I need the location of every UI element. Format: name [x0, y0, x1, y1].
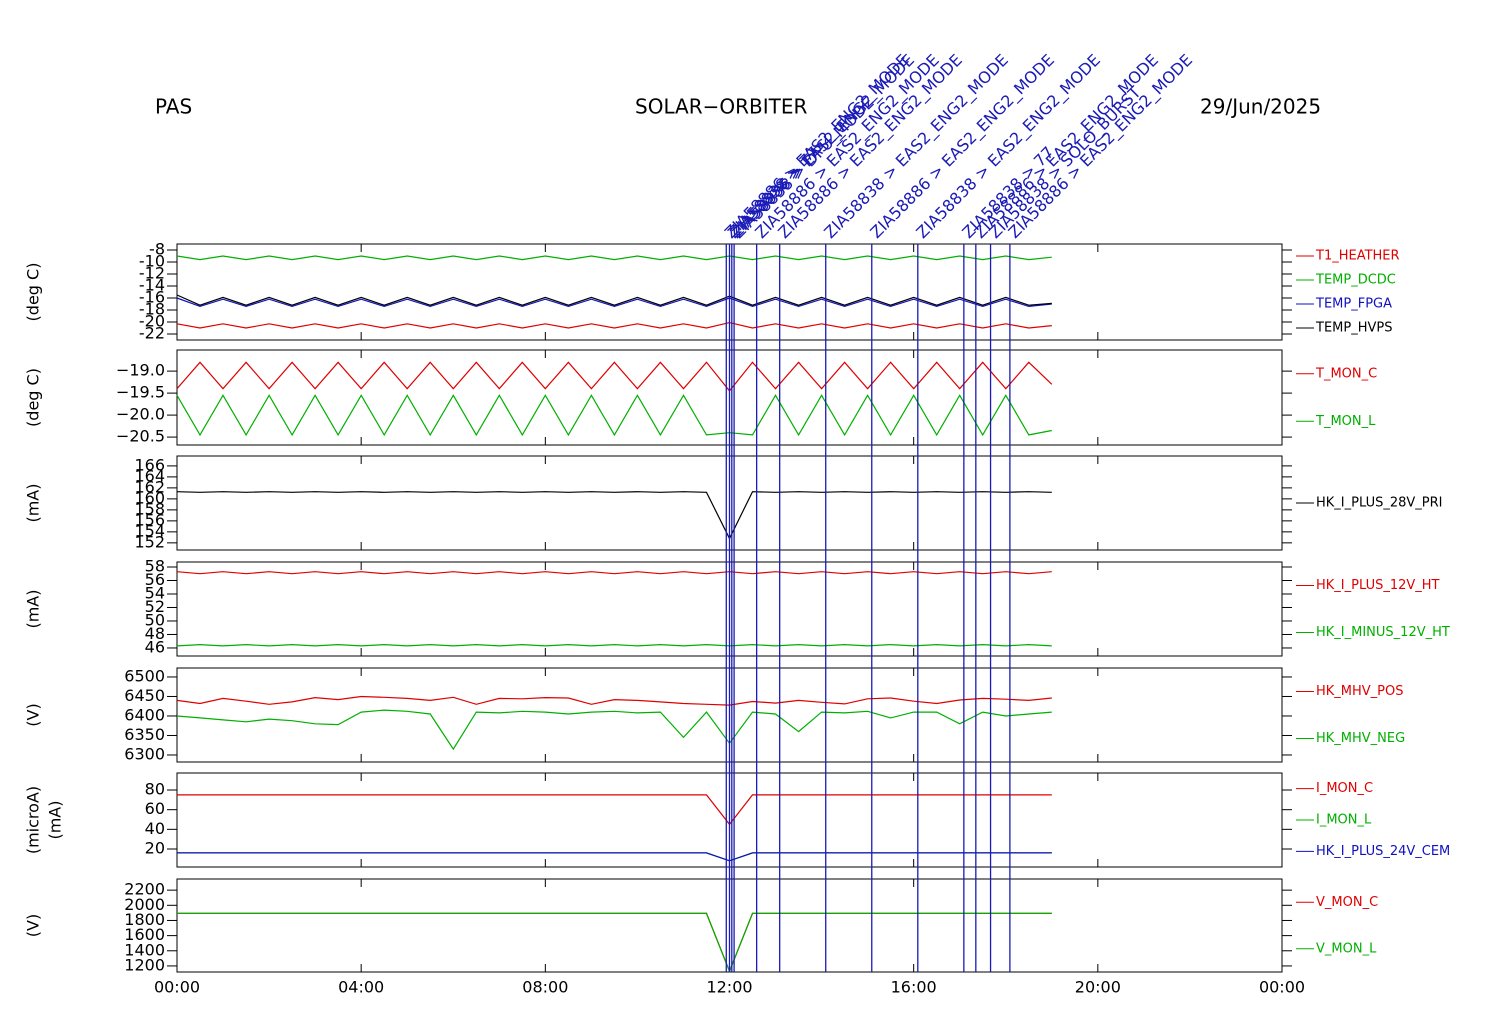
- series-line: [176, 709, 1052, 751]
- series-line: [176, 695, 1052, 706]
- y-tick-label: 152: [134, 532, 165, 551]
- y-tick-label: 160: [134, 488, 165, 507]
- y-tick-label: 6450: [124, 686, 165, 705]
- y-tick-label: 156: [134, 510, 165, 529]
- y-tick-label: 40: [145, 819, 165, 838]
- y-tick-label: 158: [134, 499, 165, 518]
- series-line: [176, 491, 1052, 540]
- y-tick-label: 164: [134, 466, 165, 485]
- y-tick-label: 48: [145, 624, 165, 643]
- series-line: [176, 321, 1052, 329]
- y-tick-label: 60: [145, 799, 165, 818]
- legend-label: I_MON_L: [1316, 813, 1372, 828]
- x-tick-label: 16:00: [891, 978, 937, 997]
- header-right: 29/Jun/2025: [1200, 95, 1321, 119]
- y-tick-label: 56: [145, 570, 165, 589]
- series-line: [176, 297, 1052, 308]
- x-tick-label: 04:00: [338, 978, 384, 997]
- y-tick-label: -14: [139, 276, 165, 295]
- y-axis-label: (V): [24, 914, 43, 937]
- y-tick-label: −19.0: [116, 361, 165, 380]
- x-tick-label: 08:00: [522, 978, 568, 997]
- series-line: [177, 912, 1052, 973]
- y-axis-label: (deg C): [24, 368, 43, 427]
- y-tick-label: 1400: [124, 940, 165, 959]
- y-tick-label: 6300: [124, 744, 165, 763]
- y-tick-label: 54: [145, 583, 165, 602]
- legend-label: HK_I_PLUS_24V_CEM: [1316, 844, 1450, 859]
- legend-label: T1_HEATHER: [1315, 249, 1400, 264]
- x-tick-label: 20:00: [1075, 978, 1121, 997]
- y-tick-label: 6400: [124, 705, 165, 724]
- legend-label: HK_MHV_NEG: [1316, 731, 1405, 746]
- legend-label: HK_I_PLUS_28V_PRI: [1316, 496, 1442, 511]
- legend-label: TEMP_HVPS: [1315, 321, 1392, 336]
- y-tick-label: 20: [145, 839, 165, 858]
- y-tick-label: -8: [149, 240, 165, 259]
- legend-label: HK_MHV_POS: [1316, 684, 1404, 699]
- legend-label: HK_I_PLUS_12V_HT: [1316, 578, 1440, 593]
- y-axis-label: (mA): [46, 800, 65, 839]
- x-tick-label: 12:00: [706, 978, 752, 997]
- legend-label: I_MON_C: [1316, 781, 1373, 796]
- y-tick-label: 50: [145, 610, 165, 629]
- y-tick-label: −19.5: [116, 383, 165, 402]
- y-tick-label: -18: [139, 300, 165, 319]
- series-line: [176, 643, 1052, 647]
- y-tick-label: 162: [134, 477, 165, 496]
- y-tick-label: 46: [145, 637, 165, 656]
- y-tick-label: 166: [134, 455, 165, 474]
- series-line: [176, 255, 1052, 261]
- y-tick-label: 1200: [124, 955, 165, 974]
- legend-label: TEMP_FPGA: [1315, 297, 1392, 312]
- y-axis-label: (mA): [24, 483, 43, 522]
- y-axis-label: (V): [24, 703, 43, 726]
- y-tick-label: 2000: [124, 895, 165, 914]
- x-tick-label: 00:00: [154, 978, 200, 997]
- series-line: [176, 571, 1052, 575]
- y-axis-label: (microA): [24, 786, 43, 854]
- legend-label: T_MON_C: [1315, 366, 1377, 381]
- y-tick-label: -22: [139, 324, 165, 343]
- y-tick-label: 1600: [124, 925, 165, 944]
- legend-label: V_MON_C: [1316, 895, 1378, 910]
- y-tick-label: 80: [145, 780, 165, 799]
- y-tick-label: -16: [139, 288, 165, 307]
- x-tick-label: 00:00: [1259, 978, 1305, 997]
- y-tick-label: 52: [145, 597, 165, 616]
- y-tick-label: -20: [139, 312, 165, 331]
- legend-label: HK_I_MINUS_12V_HT: [1316, 625, 1450, 640]
- legend-label: V_MON_L: [1316, 941, 1377, 956]
- header-left: PAS: [155, 95, 192, 119]
- series-line: [177, 852, 1052, 862]
- y-tick-label: -12: [139, 264, 165, 283]
- series-line: [176, 394, 1052, 437]
- y-tick-label: 1800: [124, 910, 165, 929]
- y-tick-label: -10: [139, 252, 165, 271]
- y-tick-label: −20.0: [116, 405, 165, 424]
- y-tick-label: −20.5: [116, 427, 165, 446]
- y-axis-label: (deg C): [24, 263, 43, 322]
- y-tick-label: 58: [145, 556, 165, 575]
- series-line: [177, 794, 1052, 826]
- y-axis-label: (mA): [24, 589, 43, 628]
- y-tick-label: 6500: [124, 666, 165, 685]
- legend-label: TEMP_DCDC: [1315, 273, 1396, 288]
- header-center: SOLAR−ORBITER: [635, 95, 807, 119]
- series-line: [176, 361, 1053, 392]
- series-line: [176, 294, 1052, 306]
- y-tick-label: 6350: [124, 725, 165, 744]
- y-tick-label: 2200: [124, 880, 165, 899]
- y-tick-label: 154: [134, 521, 165, 540]
- legend-label: T_MON_L: [1315, 414, 1376, 429]
